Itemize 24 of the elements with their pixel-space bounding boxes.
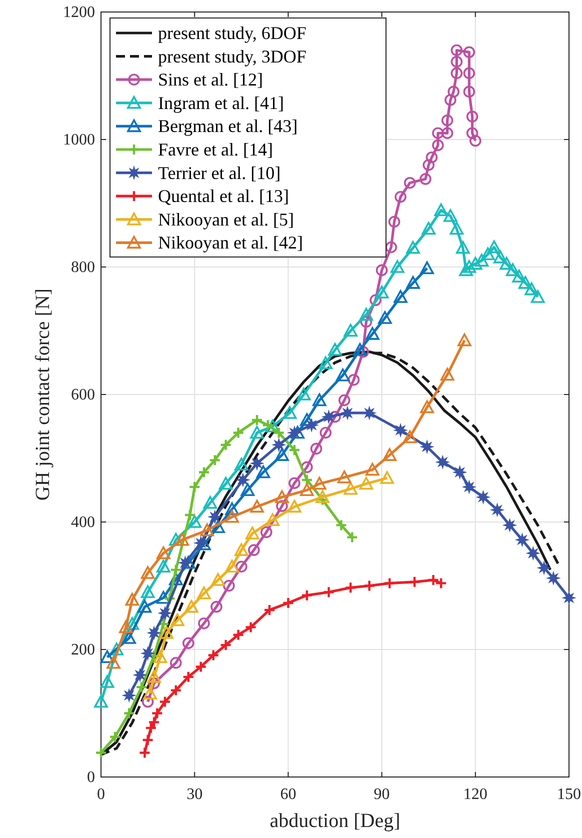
x-axis-title: abduction [Deg]	[270, 810, 400, 832]
x-tick-label: 150	[557, 786, 581, 803]
legend-label: Ingram et al. [41]	[158, 92, 284, 113]
legend-label: Sins et al. [12]	[158, 70, 263, 90]
legend-label: Favre et al. [14]	[158, 140, 273, 160]
y-tick-label: 800	[71, 259, 95, 276]
x-tick-label: 30	[186, 786, 203, 803]
legend-label: Nikooyan et al. [5]	[158, 209, 294, 230]
x-tick-label: 90	[374, 786, 390, 803]
y-tick-label: 200	[71, 642, 95, 658]
legend-label: present study, 6DOF	[158, 23, 306, 43]
legend-label: present study, 3DOF	[158, 46, 306, 66]
legend-label: Bergman et al. [43]	[158, 116, 298, 136]
y-tick-label: 1200	[63, 4, 95, 21]
y-tick-label: 1000	[63, 132, 95, 148]
y-tick-label: 600	[71, 386, 95, 404]
legend-label: Nikooyan et al. [42]	[158, 232, 303, 253]
x-tick-label: 60	[280, 786, 296, 803]
y-tick-label: 400	[71, 514, 95, 531]
legend-label: Terrier et al. [10]	[158, 162, 281, 183]
x-tick-label: 120	[463, 786, 488, 803]
y-axis-title: GH joint contact force [N]	[32, 288, 54, 501]
y-tick-label: 0	[87, 769, 95, 786]
legend-label: Quental et al. [13]	[158, 186, 289, 206]
